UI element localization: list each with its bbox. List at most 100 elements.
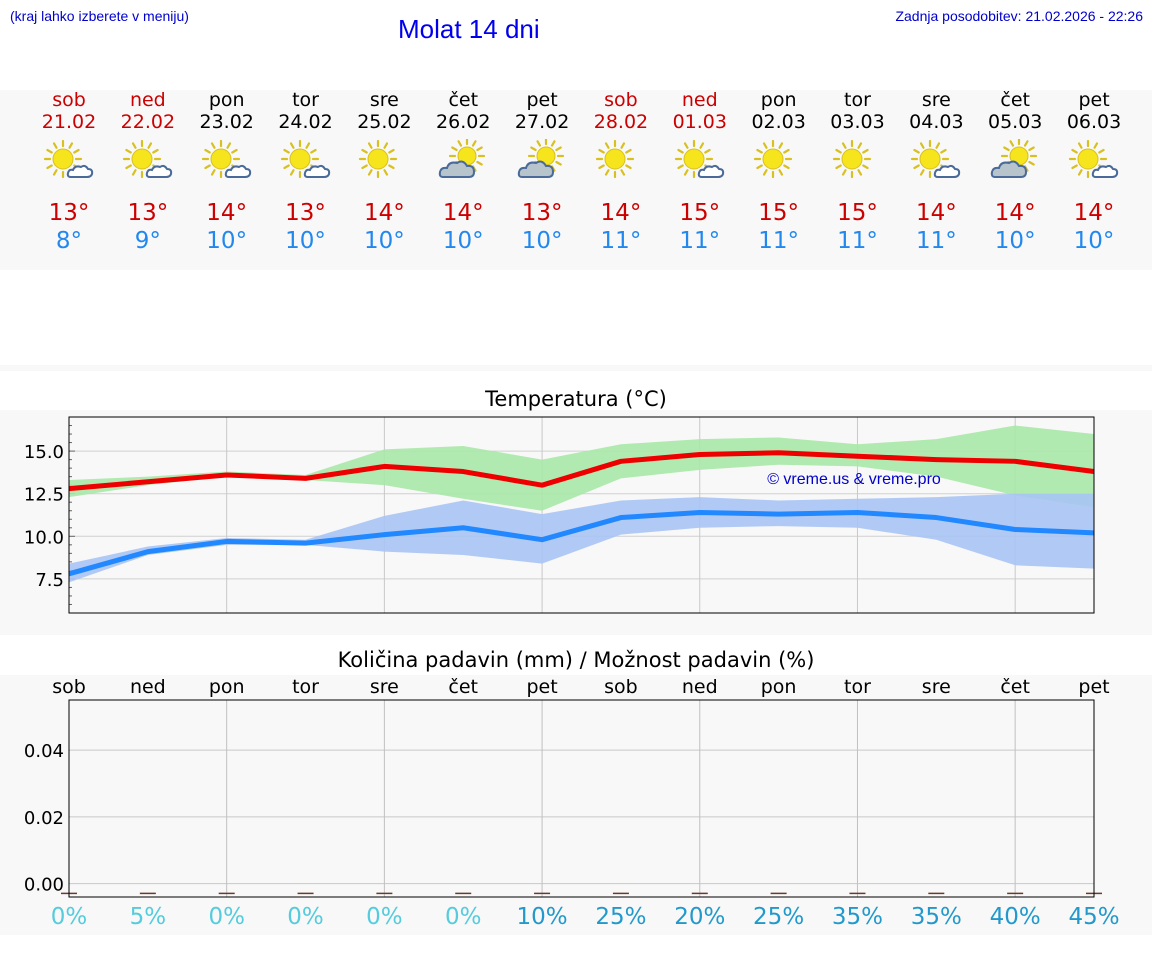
day-date: 02.03 (751, 111, 806, 133)
day-column: ned 22.02 13° 9° (108, 89, 188, 255)
sun-icon (832, 139, 884, 183)
precip-probability-label: 0% (287, 904, 324, 930)
precip-bar (849, 892, 866, 895)
day-date: 06.03 (1066, 111, 1122, 133)
temp-max: 13° (521, 200, 563, 226)
day-date: 21.02 (41, 111, 97, 133)
precip-probability-label: 35% (910, 904, 962, 930)
day-column: tor 03.03 15° 11° (818, 89, 898, 255)
sun-cloud-icon (201, 139, 253, 183)
temp-max: 13° (285, 200, 326, 226)
day-date: 22.02 (120, 111, 176, 133)
precip-plot-frame (68, 699, 1095, 898)
sun-cloud-icon (1068, 139, 1120, 183)
precip-probability-label: 0% (444, 904, 482, 930)
temp-min: 10° (521, 228, 563, 254)
day-date: 27.02 (514, 111, 570, 133)
day-name: ned (129, 89, 166, 111)
day-column: sob 21.02 13° 8° (29, 89, 109, 255)
sun-icon (595, 139, 647, 183)
precip-probability-label: 35% (831, 904, 884, 930)
day-name: sob (52, 89, 86, 111)
precip-bar (770, 892, 787, 895)
precip-chart-title: Količina padavin (mm) / Možnost padavin … (337, 648, 815, 672)
temp-min: 10° (364, 228, 405, 254)
day-name: pon (760, 89, 797, 111)
precip-probability-label: 20% (674, 904, 726, 930)
temp-min: 11° (915, 228, 957, 254)
temp-max: 13° (48, 200, 90, 226)
separator-band (0, 365, 1152, 371)
temp-max: 14° (994, 200, 1036, 226)
day-name: pet (1078, 89, 1110, 111)
day-name: tor (844, 89, 871, 111)
day-name: tor (292, 89, 319, 111)
temp-max: 14° (600, 200, 642, 226)
day-date: 03.03 (830, 111, 885, 133)
temp-min-line (68, 509, 1095, 577)
temp-max: 14° (915, 200, 957, 226)
day-name: ned (681, 89, 718, 111)
precip-day-label: tor (292, 676, 319, 698)
temp-max: 13° (127, 200, 169, 226)
day-name: sob (604, 89, 638, 111)
sun-cloud-icon (674, 139, 726, 183)
temp-min: 10° (285, 228, 326, 254)
temp-min: 11° (837, 228, 878, 254)
temp-min: 11° (600, 228, 642, 254)
precip-day-label: pon (760, 676, 797, 698)
temperature-chart-title: Temperatura (°C) (485, 387, 667, 411)
sun-icon (753, 139, 805, 183)
temp-min: 11° (758, 228, 800, 254)
day-name: sre (921, 89, 951, 111)
temp-min: 8° (55, 228, 83, 254)
day-date: 24.02 (278, 111, 333, 133)
precip-probability-label: 0% (208, 904, 245, 930)
temp-ytick-label: 7.5 (35, 570, 64, 591)
temp-max-line (68, 450, 1095, 492)
temp-max: 14° (206, 200, 248, 226)
precip-probability-label: 25% (753, 904, 805, 930)
precip-bar (455, 892, 472, 895)
precip-bar (297, 892, 314, 895)
temp-ytick-label: 12.5 (24, 485, 64, 506)
day-name: čet (1000, 89, 1030, 111)
day-name: sre (369, 89, 399, 111)
day-column: pet 06.03 14° 10° (1054, 89, 1134, 255)
sun-cloud-icon (280, 139, 332, 183)
precip-probability-label: 40% (989, 904, 1041, 930)
precip-day-label: pet (526, 676, 558, 698)
precip-ytick-label: 0.00 (24, 875, 64, 896)
day-date: 28.02 (593, 111, 649, 133)
day-column: pon 02.03 15° 11° (739, 89, 819, 255)
cloud-sun-icon (437, 137, 489, 183)
cloud-sun-icon (989, 137, 1041, 183)
cloud-sun-icon (516, 137, 568, 183)
temp-min: 11° (679, 228, 721, 254)
temp-max: 14° (1073, 200, 1115, 226)
precip-bar (691, 892, 708, 895)
temp-max: 14° (364, 200, 405, 226)
location-hint-link[interactable]: (kraj lahko izberete v meniju) (10, 8, 189, 24)
day-column: ned 01.03 15° 11° (660, 89, 740, 255)
temp-max: 15° (758, 200, 800, 226)
precip-bar (218, 892, 235, 895)
precip-day-label: pet (1078, 676, 1110, 698)
precip-day-label: ned (129, 676, 166, 698)
precip-probability-label: 45% (1068, 904, 1120, 930)
watermark: © vreme.us & vreme.pro (767, 471, 941, 488)
temp-min: 10° (994, 228, 1036, 254)
day-name: pon (208, 89, 245, 111)
precip-day-label: tor (844, 676, 871, 698)
precip-ytick-label: 0.02 (24, 808, 64, 829)
temp-plot-frame (68, 416, 1095, 614)
precip-plot-area (69, 700, 1094, 897)
sun-cloud-icon (122, 139, 174, 183)
day-column: pon 23.02 14° 10° (187, 89, 267, 255)
temp-max: 15° (679, 200, 721, 226)
day-column: sob 28.02 14° 11° (581, 89, 661, 255)
day-name: pet (526, 89, 558, 111)
day-date: 04.03 (909, 111, 964, 133)
day-column: sre 25.02 14° 10° (344, 89, 424, 255)
